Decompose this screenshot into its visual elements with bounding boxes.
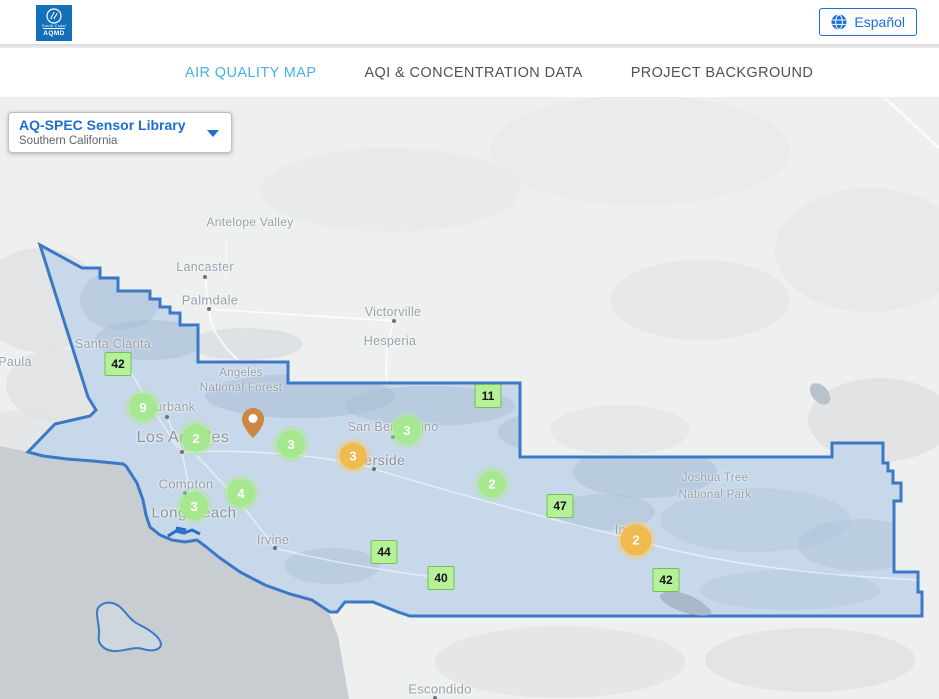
city-dot	[372, 467, 376, 471]
tab-aqi-concentration-data[interactable]: AQI & CONCENTRATION DATA	[364, 64, 583, 81]
sensor-value-marker[interactable]: 40	[427, 566, 455, 590]
district-fill	[28, 245, 922, 616]
city-dot	[203, 275, 207, 279]
city-dot	[392, 319, 396, 323]
tab-air-quality-map[interactable]: AIR QUALITY MAP	[185, 64, 317, 81]
map-place-label: National Park	[678, 489, 752, 501]
map-place-label: Santa Clarita	[74, 337, 152, 351]
sensor-cluster-marker[interactable]: 3	[180, 492, 208, 520]
south-coast-aqmd-logo[interactable]: South Coast AQMD	[36, 5, 72, 41]
harbor-breakwater	[167, 526, 201, 538]
language-button[interactable]: Español	[819, 8, 917, 36]
selector-title: AQ-SPEC Sensor Library	[19, 117, 186, 133]
terrain-outside	[0, 97, 939, 698]
basemap	[0, 97, 939, 699]
aqmd-emblem-icon	[46, 8, 62, 24]
city-dot	[207, 307, 211, 311]
sensor-value-marker[interactable]: 11	[474, 384, 502, 408]
map-place-label: Joshua Tree	[681, 472, 749, 484]
language-button-label: Español	[854, 14, 905, 30]
ocean	[0, 446, 349, 699]
sensor-value-marker[interactable]: 47	[546, 494, 574, 518]
sensor-cluster-marker[interactable]: 3	[339, 442, 367, 470]
map-place-label: Escondido	[408, 681, 472, 697]
city-dot	[180, 450, 184, 454]
catalina-island	[96, 601, 163, 653]
sensor-value-marker[interactable]: 42	[104, 352, 132, 376]
layer-selector-dropdown[interactable]: AQ-SPEC Sensor Library Southern Californ…	[8, 112, 232, 153]
city-dot	[433, 696, 437, 699]
globe-icon	[831, 14, 847, 30]
nav-bar: AIR QUALITY MAP AQI & CONCENTRATION DATA…	[0, 48, 939, 97]
map-place-label: Lancaster	[176, 260, 234, 274]
sensor-cluster-marker[interactable]: 4	[227, 479, 255, 507]
map-place-label: Burbank	[146, 400, 196, 414]
map-place-label: Hesperia	[363, 334, 417, 348]
tab-project-background[interactable]: PROJECT BACKGROUND	[630, 64, 814, 81]
location-pin-icon[interactable]	[242, 408, 264, 438]
sensor-cluster-marker[interactable]: 2	[478, 470, 506, 498]
map-place-label: Paula	[0, 355, 32, 369]
district-boundary	[25, 241, 924, 618]
logo-text-bottom: AQMD	[43, 28, 65, 37]
map-place-label: Victorville	[364, 305, 422, 319]
map-place-label: Compton	[158, 476, 214, 492]
city-dot	[273, 546, 277, 550]
map-canvas[interactable]: Antelope Valley Lancaster Palmdale Victorvi…	[0, 97, 939, 699]
sensor-cluster-marker[interactable]: 2	[182, 424, 210, 452]
map-place-label: Angeles	[219, 367, 263, 379]
sensor-cluster-marker[interactable]: 3	[277, 430, 305, 458]
sensor-value-marker[interactable]: 44	[370, 540, 398, 564]
city-dot	[183, 491, 187, 495]
logo-text-top: South Coast	[41, 23, 67, 28]
header: South Coast AQMD Español	[0, 0, 939, 44]
map-place-label: Palmdale	[181, 292, 239, 308]
sensor-cluster-marker[interactable]: 9	[129, 393, 157, 421]
sensor-value-marker[interactable]: 42	[652, 568, 680, 592]
sensor-cluster-marker[interactable]: 2	[620, 524, 652, 556]
map-place-label: Irvine	[256, 533, 290, 547]
header-divider	[0, 44, 939, 48]
nav-tabs: AIR QUALITY MAP AQI & CONCENTRATION DATA…	[185, 48, 813, 97]
map-place-label: Antelope Valley	[206, 215, 294, 229]
city-dot	[165, 415, 169, 419]
sensor-cluster-marker[interactable]: 3	[393, 416, 421, 444]
map-place-label: National Forest	[199, 382, 283, 394]
lake-northeast	[809, 383, 831, 405]
city-dot	[391, 435, 395, 439]
chevron-down-icon	[207, 130, 219, 137]
salton-sea	[659, 591, 712, 616]
selector-subtitle: Southern California	[19, 135, 118, 147]
